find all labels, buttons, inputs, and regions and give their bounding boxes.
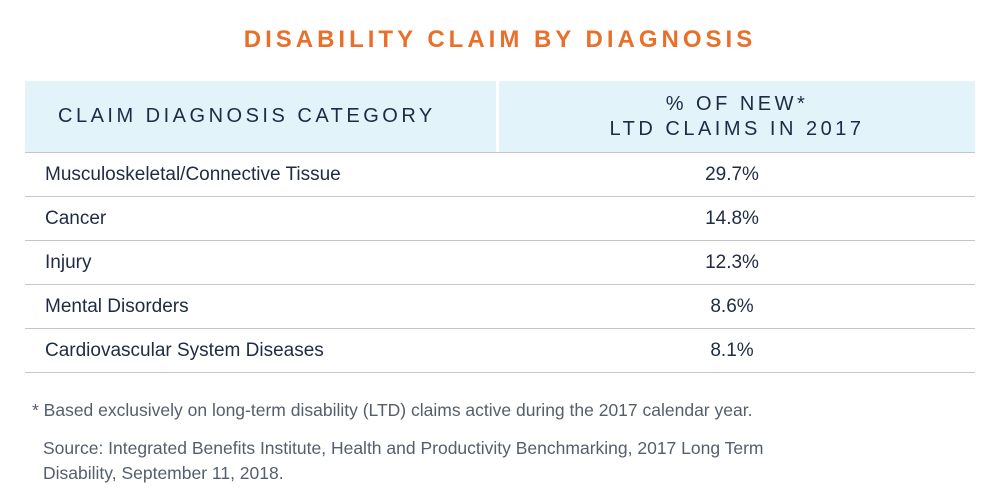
diagnosis-table: CLAIM DIAGNOSIS CATEGORY % OF NEW* LTD C… <box>25 81 975 373</box>
source-line1: Source: Integrated Benefits Institute, H… <box>43 438 764 458</box>
row-category: Cancer <box>45 207 107 229</box>
page-title: DISABILITY CLAIM BY DIAGNOSIS <box>243 26 757 53</box>
row-category: Cardiovascular System Diseases <box>45 339 324 361</box>
header-category: CLAIM DIAGNOSIS CATEGORY <box>25 81 499 152</box>
source-citation: Source: Integrated Benefits Institute, H… <box>43 436 943 486</box>
table-header: CLAIM DIAGNOSIS CATEGORY % OF NEW* LTD C… <box>25 81 975 153</box>
row-category: Mental Disorders <box>45 295 189 317</box>
header-percent-line1: % OF NEW* <box>665 92 809 115</box>
row-percent: 12.3% <box>705 251 759 273</box>
table-row: Cancer 14.8% <box>25 197 975 241</box>
row-percent: 29.7% <box>705 163 759 185</box>
footnote: * Based exclusively on long-term disabil… <box>32 400 753 420</box>
row-category: Injury <box>45 251 92 273</box>
row-category: Musculoskeletal/Connective Tissue <box>45 163 341 185</box>
header-percent: % OF NEW* LTD CLAIMS IN 2017 <box>499 81 975 152</box>
row-percent: 8.1% <box>710 339 754 361</box>
table-row: Injury 12.3% <box>25 241 975 285</box>
table-row: Mental Disorders 8.6% <box>25 285 975 329</box>
table-row: Cardiovascular System Diseases 8.1% <box>25 329 975 373</box>
source-line2: Disability, September 11, 2018. <box>43 463 284 483</box>
header-percent-line2: LTD CLAIMS IN 2017 <box>609 117 865 140</box>
row-percent: 14.8% <box>705 207 759 229</box>
table-row: Musculoskeletal/Connective Tissue 29.7% <box>25 153 975 197</box>
row-percent: 8.6% <box>710 295 754 317</box>
